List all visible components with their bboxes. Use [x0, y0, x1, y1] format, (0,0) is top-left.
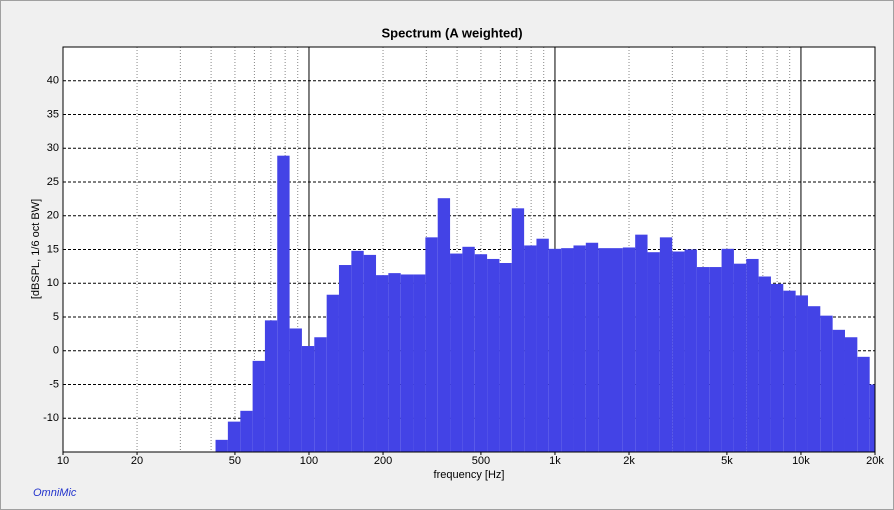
bar: [240, 410, 253, 452]
bar: [301, 346, 315, 452]
bar: [733, 263, 747, 452]
bar: [844, 337, 858, 452]
bar: [635, 234, 648, 452]
bar: [548, 248, 562, 452]
bar: [585, 242, 599, 452]
bar: [227, 421, 241, 452]
bar: [622, 247, 636, 452]
x-tick-label: 20: [131, 455, 143, 467]
bar: [363, 254, 377, 452]
x-tick-label: 5k: [721, 455, 733, 467]
y-tick-label: 30: [47, 142, 59, 154]
bar: [857, 356, 870, 452]
bar: [807, 306, 821, 452]
bar: [758, 276, 771, 452]
bar: [561, 248, 574, 452]
y-axis-label: [dBSPL, 1/6 oct BW]: [30, 199, 42, 299]
x-tick-label: 2k: [623, 455, 635, 467]
bars: [215, 155, 875, 452]
bar: [450, 253, 463, 452]
plot-border: [62, 46, 876, 453]
brand-label: OmniMic: [33, 487, 77, 499]
bar: [277, 155, 290, 452]
x-tick-label: 20k: [866, 455, 884, 467]
x-tick-label: 500: [472, 455, 490, 467]
chart-title: Spectrum (A weighted): [381, 25, 522, 40]
bar: [696, 267, 710, 452]
bar: [425, 237, 438, 452]
bar: [721, 248, 734, 452]
bar: [413, 274, 426, 452]
bar: [659, 237, 673, 452]
x-axis-label: frequency [Hz]: [434, 469, 505, 481]
bar: [820, 315, 833, 452]
bar: [610, 248, 623, 452]
y-tick-label: 20: [47, 210, 59, 222]
bar: [215, 439, 228, 452]
bar: [647, 252, 660, 452]
y-tick-label: -10: [43, 412, 59, 424]
bar: [314, 337, 327, 452]
y-tick-label: 0: [53, 345, 59, 357]
bar: [388, 273, 401, 452]
x-tick-label: 10k: [792, 455, 810, 467]
y-tick-label: 25: [47, 176, 59, 188]
y-tick-label: -5: [49, 378, 59, 390]
x-tick-label: 1k: [549, 455, 561, 467]
y-tick-label: 35: [47, 108, 59, 120]
y-tick-label: 5: [53, 311, 59, 323]
bar: [573, 245, 586, 452]
y-tick-label: 15: [47, 243, 59, 255]
bar: [672, 251, 685, 452]
bar: [770, 283, 784, 452]
bar: [783, 290, 796, 452]
bar: [474, 254, 488, 452]
bar: [795, 295, 808, 452]
y-tick-label: 40: [47, 75, 59, 87]
bar: [338, 265, 352, 452]
labels: -10 -5 0 5 10 15 20 25 30 35 40 10 20 50 100 200 500 1k 2k…: [43, 75, 884, 467]
x-tick-label: 200: [374, 455, 392, 467]
x-tick-label: 50: [229, 455, 241, 467]
bar: [264, 320, 278, 452]
bar: [462, 246, 475, 452]
bar: [684, 249, 697, 452]
x-tick-label: 10: [57, 455, 69, 467]
bar: [709, 267, 722, 452]
bar: [869, 384, 875, 452]
bar: [400, 274, 414, 452]
bar: [499, 263, 512, 452]
bar: [832, 329, 845, 452]
bar: [326, 294, 339, 452]
bar: [746, 258, 759, 452]
bar: [598, 248, 611, 452]
bar: [351, 250, 364, 452]
bar: [252, 360, 265, 452]
bar: [524, 245, 537, 452]
bar: [376, 275, 389, 452]
bar: [437, 198, 451, 452]
bar: [487, 258, 500, 452]
x-tick-label: 100: [300, 455, 318, 467]
bar: [536, 238, 549, 452]
bar: [511, 208, 525, 452]
bar: [289, 328, 302, 452]
y-tick-label: 10: [47, 277, 59, 289]
